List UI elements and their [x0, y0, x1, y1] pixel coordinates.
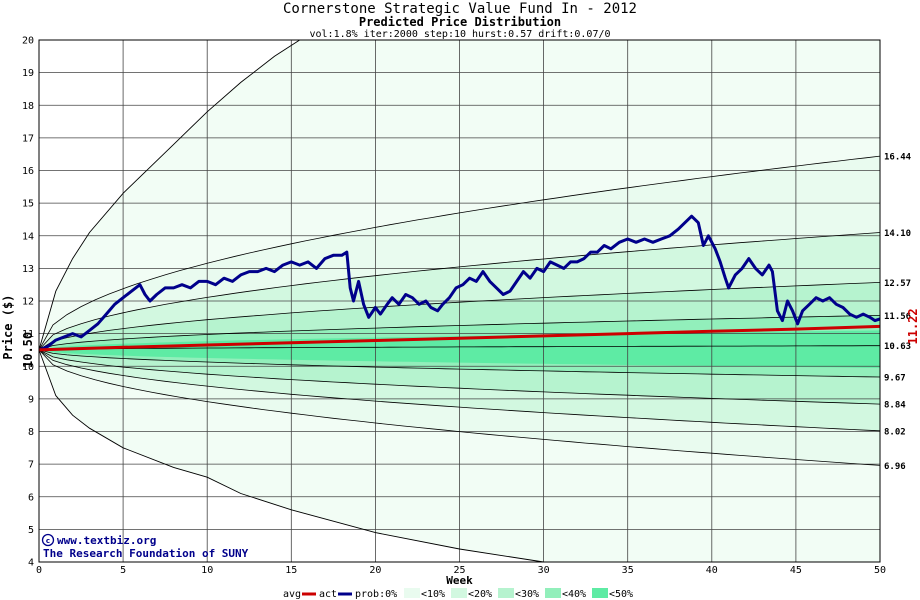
legend-band3-label: <30% — [515, 589, 539, 600]
percentile-end-label: 12.57 — [884, 279, 911, 289]
percentile-end-label: 8.84 — [884, 401, 906, 411]
envelope-lower — [38, 349, 544, 563]
x-tick-label: 15 — [285, 565, 297, 576]
legend-band3-swatch — [498, 588, 514, 598]
end-average-label: 11.22 — [906, 308, 920, 344]
copyright-letter: c — [46, 537, 50, 545]
x-tick-label: 20 — [369, 565, 381, 576]
chart-subtitle: Predicted Price Distribution — [359, 15, 561, 29]
percentile-line — [38, 282, 881, 351]
y-tick-label: 12 — [22, 297, 34, 308]
percentile-lines — [38, 155, 881, 466]
x-tick-label: 40 — [706, 565, 718, 576]
y-tick-label: 7 — [28, 460, 34, 471]
x-tick-label: 25 — [453, 565, 465, 576]
y-tick-label: 16 — [22, 166, 34, 177]
legend-band4-label: <40% — [562, 589, 586, 600]
y-tick-label: 6 — [28, 492, 34, 503]
legend-band1-swatch — [404, 588, 420, 598]
percentile-line — [38, 349, 881, 432]
legend-band1-label: <10% — [421, 589, 445, 600]
series-avg — [38, 324, 881, 352]
legend-band5-swatch — [592, 588, 608, 598]
y-tick-label: 10 — [22, 362, 34, 373]
y-tick-label: 17 — [22, 133, 34, 144]
y-tick-label: 8 — [28, 427, 34, 438]
start-price-label: 10.50 — [21, 332, 35, 368]
percentile-end-label: 10.63 — [884, 342, 911, 352]
x-axis-label: Week — [446, 574, 473, 587]
plot-frame — [38, 39, 881, 563]
chart-params: vol:1.8% iter:2000 step:10 hurst:0.57 dr… — [309, 29, 610, 40]
legend-prob-label: prob:0% — [355, 589, 397, 600]
legend-band5-label: <50% — [609, 589, 633, 600]
legend-band2-label: <20% — [468, 589, 492, 600]
credit-url: www.textbiz.org — [57, 534, 156, 547]
series-lines — [38, 214, 881, 352]
percentile-end-label: 9.67 — [884, 374, 906, 384]
outer-envelope — [38, 39, 544, 563]
credit-org: The Research Foundation of SUNY — [43, 547, 249, 560]
x-tick-label: 45 — [790, 565, 802, 576]
y-tick-label: 15 — [22, 199, 34, 210]
percentile-end-label: 11.56 — [884, 312, 911, 322]
y-axis-label: Price ($) — [1, 295, 15, 360]
percentile-line — [38, 349, 881, 466]
x-tick-label: 5 — [120, 565, 126, 576]
y-tick-label: 9 — [28, 394, 34, 405]
x-tick-label: 10 — [201, 565, 213, 576]
y-tick-label: 18 — [22, 101, 34, 112]
percentile-line — [38, 155, 881, 351]
x-tick-label: 35 — [622, 565, 634, 576]
percentile-end-label: 6.96 — [884, 462, 906, 472]
legend-band2-swatch — [451, 588, 467, 598]
x-tick-label: 50 — [874, 565, 886, 576]
envelope-upper — [38, 39, 300, 351]
y-tick-label: 13 — [22, 264, 34, 275]
legend-avg-label: avg — [283, 589, 301, 600]
percentile-end-label: 16.44 — [884, 153, 912, 163]
credits: c www.textbiz.org The Research Foundatio… — [41, 533, 249, 560]
percentile-end-labels: 16.44 14.10 12.57 11.56 10.63 9.67 8.84 8.02 6.9… — [884, 153, 912, 472]
chart-title: Cornerstone Strategic Value Fund In - 20… — [283, 1, 637, 17]
axis-ticks: 0 5 10 15 20 25 30 35 40 45 5045678910111213141516… — [22, 36, 886, 577]
percentile-end-label: 14.10 — [884, 229, 911, 239]
percentile-end-label: 8.02 — [884, 427, 906, 437]
series-act — [38, 214, 881, 352]
percentile-line — [38, 349, 881, 405]
percentile-line — [38, 345, 880, 351]
y-tick-label: 20 — [22, 36, 34, 47]
y-tick-label: 19 — [22, 68, 34, 79]
percentile-line — [38, 315, 881, 351]
percentile-line — [38, 232, 881, 351]
x-tick-label: 30 — [538, 565, 550, 576]
legend-band4-swatch — [545, 588, 561, 598]
copyright-icon — [41, 533, 55, 547]
legend-act-label: act — [319, 589, 337, 600]
percentile-line — [38, 349, 881, 378]
y-tick-label: 11 — [22, 329, 34, 340]
y-tick-label: 4 — [28, 558, 34, 569]
legend: avg act prob:0% <10% <20% <30% <40% <50% — [283, 588, 633, 600]
y-tick-label: 5 — [28, 525, 34, 536]
x-tick-label: 0 — [36, 565, 42, 576]
y-tick-label: 14 — [22, 231, 34, 242]
